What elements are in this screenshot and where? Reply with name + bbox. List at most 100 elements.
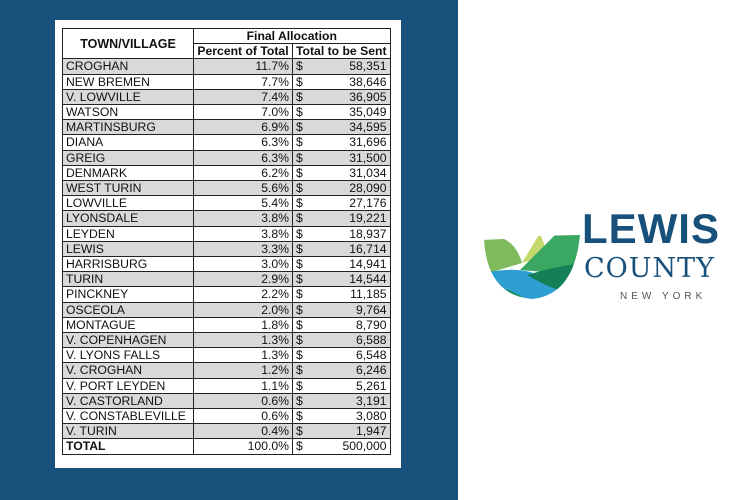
percent-cell: 0.6% xyxy=(193,392,293,410)
percent-cell: 7.4% xyxy=(193,88,293,106)
table-row: DENMARK 6.2% $31,034 xyxy=(62,164,391,182)
amount-cell: 28,090 xyxy=(331,180,391,197)
town-name: V. CROGHAN xyxy=(62,362,194,379)
amount-cell: 6,588 xyxy=(331,332,391,349)
left-panel: TOWN/VILLAGE Final Allocation Percent of… xyxy=(0,0,458,500)
town-name: V. PORT LEYDEN xyxy=(62,377,194,394)
amount-cell: 31,500 xyxy=(331,149,391,166)
amount-cell: 6,548 xyxy=(331,347,391,364)
table-row: V. LYONS FALLS 1.3% $6,548 xyxy=(62,347,391,364)
town-name: TOTAL xyxy=(62,438,194,455)
amount-cell: 19,221 xyxy=(331,210,391,227)
percent-cell: 5.4% xyxy=(193,195,293,212)
table-row: GREIG 6.3% $31,500 xyxy=(62,149,391,166)
currency-cell: $ xyxy=(291,377,332,394)
currency-cell: $ xyxy=(291,316,332,334)
amount-cell: 8,790 xyxy=(331,316,391,334)
table-row: V. CASTORLAND 0.6% $3,191 xyxy=(62,392,391,410)
currency-cell: $ xyxy=(291,301,332,318)
table-row: HARRISBURG 3.0% $14,941 xyxy=(62,256,391,273)
town-name: LEYDEN xyxy=(62,225,194,242)
currency-cell: $ xyxy=(291,210,332,227)
town-name: WATSON xyxy=(62,104,194,121)
town-name: LYONSDALE xyxy=(62,210,194,227)
table-row: LOWVILLE 5.4% $27,176 xyxy=(62,195,391,212)
amount-cell: 1,947 xyxy=(331,423,391,440)
table-row: CROGHAN 11.7% $58,351 xyxy=(62,58,391,75)
percent-cell: 3.0% xyxy=(193,256,293,273)
currency-cell: $ xyxy=(291,392,332,410)
table-row: MARTINSBURG 6.9% $34,595 xyxy=(62,119,391,136)
table-row: WATSON 7.0% $35,049 xyxy=(62,104,391,121)
allocation-sheet: TOWN/VILLAGE Final Allocation Percent of… xyxy=(55,20,401,468)
amount-cell: 9,764 xyxy=(331,301,391,318)
table-row: OSCEOLA 2.0% $9,764 xyxy=(62,301,391,318)
table-row: LEYDEN 3.8% $18,937 xyxy=(62,225,391,242)
table-row: DIANA 6.3% $31,696 xyxy=(62,134,391,151)
logo-new-york: NEW YORK xyxy=(620,291,707,302)
percent-cell: 6.2% xyxy=(193,164,293,182)
percent-cell: 3.8% xyxy=(193,225,293,242)
amount-cell: 27,176 xyxy=(331,195,391,212)
town-name: TURIN xyxy=(62,271,194,288)
header-total: Total to be Sent xyxy=(292,43,391,60)
percent-cell: 0.6% xyxy=(193,408,293,425)
percent-cell: 6.3% xyxy=(193,134,293,151)
currency-cell: $ xyxy=(291,271,332,288)
town-name: NEW BREMEN xyxy=(62,73,194,90)
town-name: V. CONSTABLEVILLE xyxy=(62,408,194,425)
table-row: LYONSDALE 3.8% $19,221 xyxy=(62,210,391,227)
amount-cell: 500,000 xyxy=(331,438,391,455)
currency-cell: $ xyxy=(291,332,332,349)
town-name: V. LYONS FALLS xyxy=(62,347,194,364)
town-name: V. LOWVILLE xyxy=(62,88,194,106)
lewis-county-logo: LEWIS COUNTY NEW YORK xyxy=(482,205,722,305)
currency-cell: $ xyxy=(291,256,332,273)
amount-cell: 31,034 xyxy=(331,164,391,182)
currency-cell: $ xyxy=(291,104,332,121)
table-row: TURIN 2.9% $14,544 xyxy=(62,271,391,288)
header-final-allocation: Final Allocation xyxy=(193,27,391,45)
currency-cell: $ xyxy=(291,180,332,197)
town-name: HARRISBURG xyxy=(62,256,194,273)
currency-cell: $ xyxy=(291,240,332,258)
percent-cell: 7.0% xyxy=(193,104,293,121)
percent-cell: 2.2% xyxy=(193,286,293,303)
currency-cell: $ xyxy=(291,286,332,303)
amount-cell: 5,261 xyxy=(331,377,391,394)
currency-cell: $ xyxy=(291,438,332,455)
town-name: LOWVILLE xyxy=(62,195,194,212)
amount-cell: 14,544 xyxy=(331,271,391,288)
amount-cell: 11,185 xyxy=(331,286,391,303)
amount-cell: 6,246 xyxy=(331,362,391,379)
percent-cell: 6.9% xyxy=(193,119,293,136)
town-name: V. COPENHAGEN xyxy=(62,332,194,349)
amount-cell: 34,595 xyxy=(331,119,391,136)
currency-cell: $ xyxy=(291,423,332,440)
percent-cell: 1.8% xyxy=(193,316,293,334)
amount-cell: 35,049 xyxy=(331,104,391,121)
town-name: DENMARK xyxy=(62,164,194,182)
amount-cell: 58,351 xyxy=(331,58,391,75)
currency-cell: $ xyxy=(291,88,332,106)
town-name: V. TURIN xyxy=(62,423,194,440)
currency-cell: $ xyxy=(291,362,332,379)
currency-cell: $ xyxy=(291,134,332,151)
table-row: PINCKNEY 2.2% $11,185 xyxy=(62,286,391,303)
allocation-table: TOWN/VILLAGE Final Allocation Percent of… xyxy=(62,27,391,455)
table-row: V. CONSTABLEVILLE 0.6% $3,080 xyxy=(62,408,391,425)
amount-cell: 14,941 xyxy=(331,256,391,273)
percent-cell: 0.4% xyxy=(193,423,293,440)
currency-cell: $ xyxy=(291,149,332,166)
currency-cell: $ xyxy=(291,58,332,75)
percent-cell: 2.9% xyxy=(193,271,293,288)
percent-cell: 5.6% xyxy=(193,180,293,197)
landscape-emblem-icon xyxy=(484,235,580,299)
table-row: V. TURIN 0.4% $1,947 xyxy=(62,423,391,440)
percent-cell: 1.3% xyxy=(193,332,293,349)
town-name: LEWIS xyxy=(62,240,194,258)
percent-cell: 3.3% xyxy=(193,240,293,258)
amount-cell: 38,646 xyxy=(331,73,391,90)
percent-cell: 7.7% xyxy=(193,73,293,90)
logo-county: COUNTY xyxy=(584,253,716,284)
